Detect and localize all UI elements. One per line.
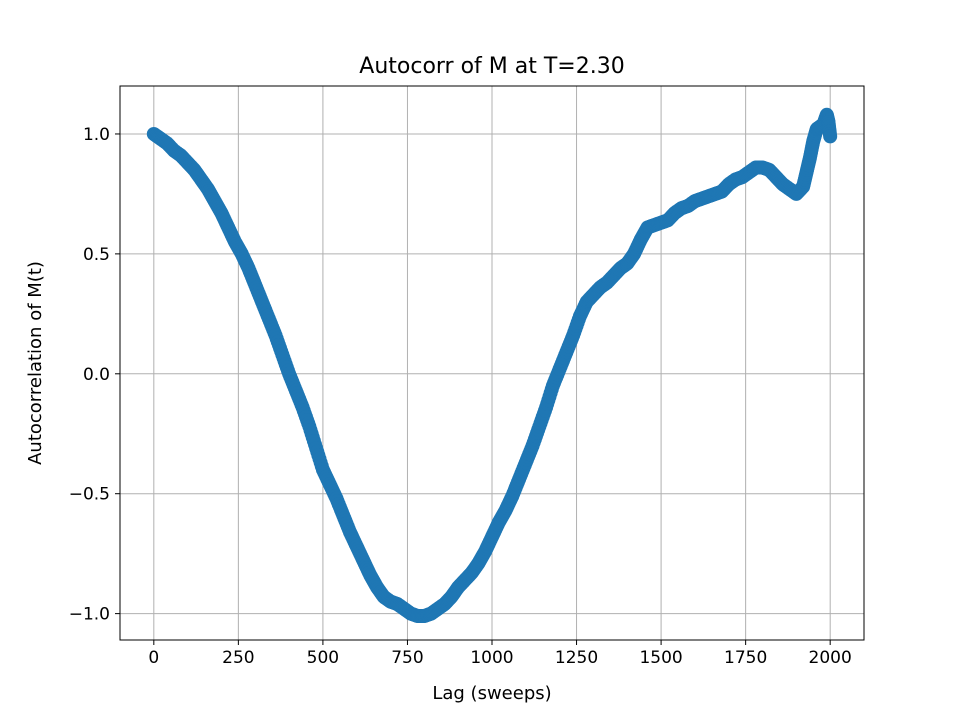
x-axis-label: Lag (sweeps) bbox=[432, 683, 551, 704]
x-tick-label: 1750 bbox=[724, 648, 767, 668]
y-tick-label: −0.5 bbox=[69, 485, 110, 505]
y-tick-label: −1.0 bbox=[69, 605, 110, 625]
grid-lines bbox=[120, 86, 864, 640]
data-point bbox=[823, 129, 838, 144]
x-tick-label: 0 bbox=[148, 648, 159, 668]
data-points bbox=[146, 107, 838, 624]
x-tick-label: 750 bbox=[391, 648, 423, 668]
x-tick-label: 500 bbox=[307, 648, 339, 668]
y-tick-label: 0.0 bbox=[83, 365, 110, 385]
x-tick-label: 1250 bbox=[555, 648, 598, 668]
y-axis-label: Autocorrelation of M(t) bbox=[25, 261, 46, 465]
x-tick-label: 1500 bbox=[639, 648, 682, 668]
axis-ticks: 0 250 500 750 1000 1250 1500 1750 2000 −1.0 −0.5 0.… bbox=[69, 125, 852, 668]
y-tick-label: 0.5 bbox=[83, 245, 110, 265]
chart-title: Autocorr of M at T=2.30 bbox=[359, 54, 624, 79]
x-tick-label: 250 bbox=[222, 648, 254, 668]
y-tick-label: 1.0 bbox=[83, 125, 110, 145]
x-tick-label: 2000 bbox=[809, 648, 852, 668]
x-tick-label: 1000 bbox=[470, 648, 513, 668]
